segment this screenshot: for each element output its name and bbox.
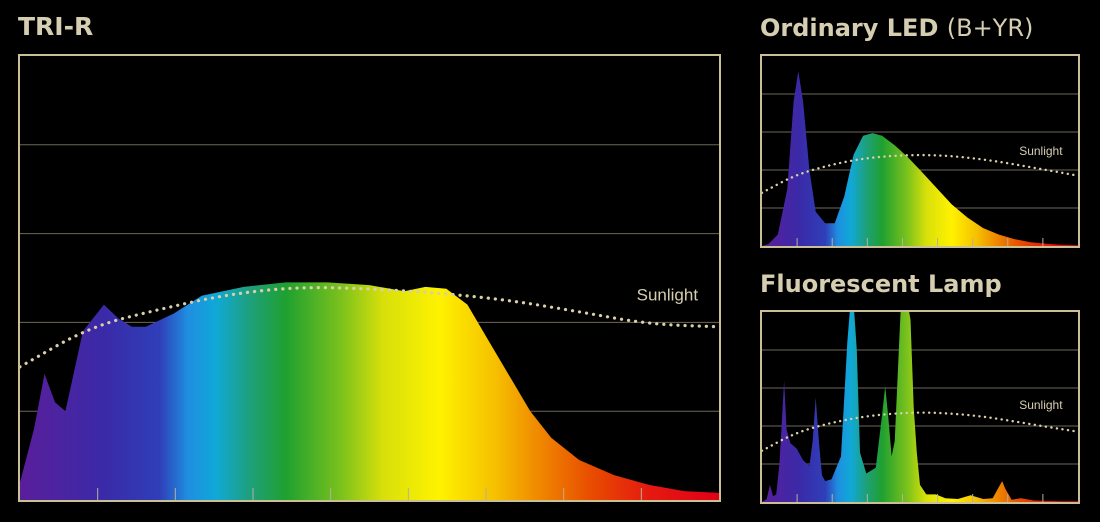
title-text: TRI-R [18, 12, 94, 41]
chart-frame [18, 54, 721, 502]
title-suffix: (B+YR) [946, 14, 1034, 42]
spectrum-area [762, 310, 1078, 502]
chart-frame [760, 310, 1080, 504]
sunlight-curve [760, 153, 1080, 194]
sunlight-label: Sunlight [637, 285, 699, 304]
fluorescent-lamp-spectrum-chart: Sunlight [760, 310, 1080, 504]
tri-r-spectrum-chart: Sunlight [18, 54, 721, 502]
sunlight-label: Sunlight [1019, 398, 1063, 412]
sunlight-curve [18, 286, 721, 369]
chart-title-ordinary-led: Ordinary LED (B+YR) [760, 14, 1033, 42]
chart-title-tri-r: TRI-R [18, 12, 93, 41]
spectrum-area [762, 71, 1078, 246]
sunlight-label: Sunlight [1019, 144, 1063, 158]
chart-frame [760, 54, 1080, 248]
spectrum-area [20, 282, 719, 500]
title-text: Ordinary LED [760, 14, 939, 42]
title-text: Fluorescent Lamp [760, 270, 1002, 298]
chart-title-fluorescent-lamp: Fluorescent Lamp [760, 270, 1002, 298]
sunlight-curve [760, 411, 1080, 452]
ordinary-led-spectrum-chart: Sunlight [760, 54, 1080, 248]
